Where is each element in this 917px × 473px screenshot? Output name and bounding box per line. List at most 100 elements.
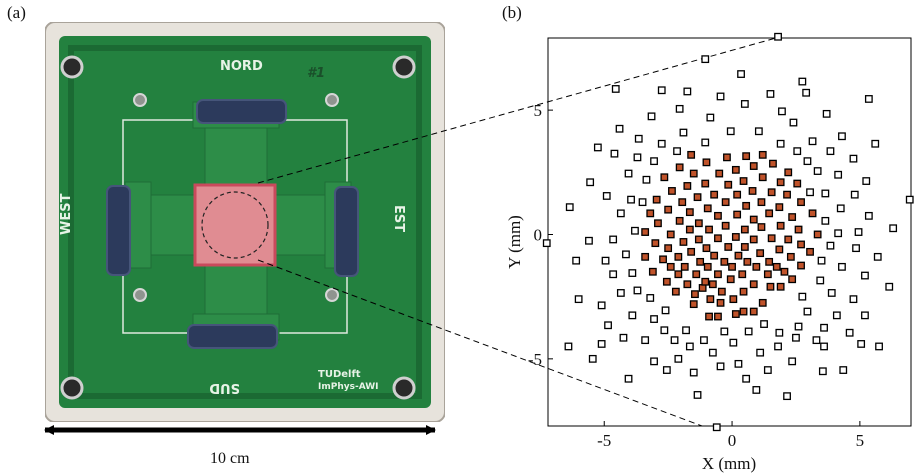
outer-element-marker [849,154,858,163]
screw-bottom-left [60,376,84,400]
outer-element-marker [820,342,828,351]
connector-north [196,99,287,124]
outer-element-marker [861,271,869,280]
inner-element-marker [705,312,713,321]
outer-element-marker [744,327,753,336]
inner-element-marker [726,275,735,284]
outer-element-marker [864,95,873,103]
inner-element-marker [752,262,761,271]
inner-element-marker [758,150,767,159]
outer-element-marker [826,241,835,250]
outer-element-marker [864,211,873,220]
outer-element-marker [593,143,602,152]
outer-element-marker [604,321,612,330]
outer-element-marker [674,354,683,363]
outer-element-marker [839,366,848,374]
outer-element-marker [845,328,854,337]
inner-element-marker [797,198,805,207]
outer-element-marker [586,178,595,187]
outer-element-marker [706,113,715,122]
inner-element-marker [783,190,791,199]
outer-element-marker [792,333,800,342]
outer-element-marker [808,137,817,146]
inner-element-marker [705,225,713,234]
outer-element-marker [610,149,619,158]
outer-element-marker [622,250,630,259]
outer-element-marker [776,139,785,148]
inner-element-marker [717,287,726,296]
outer-element-marker [756,348,765,357]
logo-imphys: ImPhys-AWI [318,382,379,392]
inner-element-marker [742,152,751,161]
inner-element-marker [679,238,688,246]
inner-element-marker [731,233,740,241]
outer-elements-open [542,32,914,432]
outer-element-marker [679,128,688,137]
inner-element-marker [731,310,740,318]
outer-element-marker [763,366,772,374]
outer-element-marker [760,320,768,328]
inner-element-marker [738,270,747,279]
inner-element-marker [757,223,766,231]
inner-element-marker [769,159,777,168]
inner-element-marker [749,215,758,224]
inner-element-marker [758,173,767,182]
outer-element-marker [657,139,666,148]
outer-element-marker [742,374,751,383]
zoom-lines [257,37,777,427]
outer-element-marker [602,192,611,200]
outer-element-marker [662,366,671,374]
inner-element-marker [758,298,767,307]
screw-top-right [392,55,416,79]
outer-element-marker [708,348,717,357]
inner-element-marker [776,282,785,291]
outer-element-marker [754,127,763,136]
scale-bar-label: 10 cm [210,450,250,467]
outer-element-marker [628,269,637,277]
outer-element-marker [615,124,624,133]
outer-element-marker [675,104,684,113]
outer-element-marker [646,294,655,302]
inner-element-marker [689,300,698,309]
outer-element-marker [803,157,812,166]
outer-element-marker [836,204,845,213]
outer-element-marker [616,209,625,218]
inner-element-marker [715,169,724,178]
inner-element-marker [694,235,703,244]
inner-element-marker [703,204,712,213]
outer-element-marker [650,357,658,366]
inner-element-marker [664,205,673,214]
inner-element-marker [720,257,729,266]
inner-element-marker [666,230,675,239]
inner-element-marker [674,252,683,261]
outer-element-marker [609,270,618,279]
transducer-chip [193,183,277,267]
board-number: #1 [307,66,325,81]
connector-east [334,186,359,277]
inner-element-marker [797,261,805,270]
inner-element-marker [728,262,736,271]
aperture-outline [201,191,269,259]
outer-element-marker [650,157,658,166]
flex-cable-connectors [106,99,359,349]
inner-element-marker [765,257,774,266]
inner-element-marker [691,290,699,299]
outer-element-marker [685,342,694,351]
outer-element-marker [838,262,846,271]
outer-element-marker [633,153,642,162]
outer-element-marker [564,342,573,351]
inner-element-marker [788,275,797,284]
inner-element-marker [775,245,784,254]
inner-element-marker [702,158,711,167]
outer-element-marker [624,169,633,178]
inner-element-marker [687,247,696,256]
inner-elements-filled [641,150,822,321]
outer-element-marker [817,256,826,265]
inner-element-marker [775,203,784,212]
outer-element-marker [597,301,606,310]
inner-element-marker [780,267,789,276]
inner-element-marker [734,251,743,260]
inner-element-marker [716,298,725,307]
outer-element-marker [875,342,883,351]
plot-frame [547,37,912,427]
